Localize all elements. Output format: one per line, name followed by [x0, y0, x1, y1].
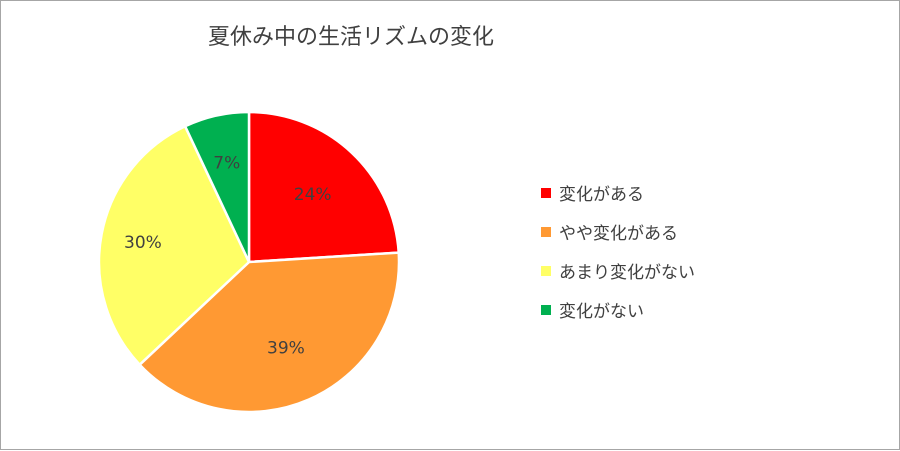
- slice-data-label: 30%: [124, 233, 162, 253]
- legend-item: やや変化がある: [541, 212, 695, 251]
- legend-swatch: [541, 304, 551, 315]
- slice-data-label: 7%: [213, 153, 240, 173]
- slice-data-label: 39%: [267, 338, 305, 358]
- legend-swatch: [541, 187, 551, 198]
- slice-data-label: 24%: [294, 185, 332, 205]
- legend-swatch: [541, 226, 551, 237]
- legend-label: あまり変化がない: [559, 263, 695, 283]
- pie-slice: [247, 110, 401, 264]
- chart-title: 夏休み中の生活リズムの変化: [207, 25, 494, 50]
- legend-swatch: [541, 265, 551, 276]
- pie-slice: [183, 110, 251, 263]
- legend-item: 変化がある: [541, 173, 695, 212]
- pie-slice: [97, 124, 251, 367]
- legend-item: あまり変化がない: [541, 251, 695, 290]
- legend-label: 変化がない: [559, 302, 644, 322]
- legend-label: やや変化がある: [559, 224, 678, 244]
- pie-slice: [137, 251, 401, 414]
- chart-legend: 変化がある やや変化がある あまり変化がない 変化がない: [541, 173, 695, 329]
- legend-item: 変化がない: [541, 290, 695, 329]
- legend-label: 変化がある: [559, 185, 644, 205]
